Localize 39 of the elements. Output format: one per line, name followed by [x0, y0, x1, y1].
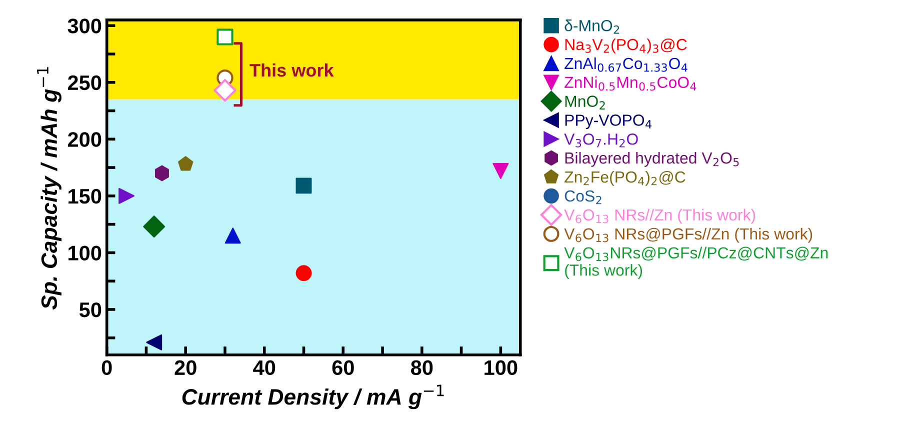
x-tick-label: 60	[332, 360, 354, 376]
legend-label: V$_{6}$O$_{13}$ NRs@PGFs//Zn (This work)	[564, 228, 812, 243]
x-tick-label: 100	[484, 360, 518, 376]
point	[492, 162, 509, 179]
x-tick-label: 40	[253, 360, 276, 376]
point	[178, 156, 194, 171]
legend-label: Zn$_{2}$Fe(PO$_{4}$)$_{2}$@C	[564, 170, 686, 186]
y-tick-label: 250	[68, 75, 102, 90]
x-axis-title: Current Density / mA g$^{−1}$	[182, 384, 444, 410]
point	[146, 334, 162, 350]
legend-label: CoS$_{2}$	[564, 190, 602, 204]
y-tick-label: 100	[68, 246, 102, 260]
point	[224, 228, 241, 244]
y-tick-label: 150	[68, 188, 102, 204]
legend-label: ZnAl$_{0.67}$Co$_{1.33}$O$_{4}$	[564, 57, 688, 72]
x-tick-label: 80	[410, 360, 433, 376]
legend-label: Bilayered hydrated V$_{2}$O$_{5}$	[565, 152, 739, 167]
point	[296, 178, 312, 194]
point	[216, 28, 234, 46]
y-tick-label: 200	[68, 132, 102, 147]
legend-label: PPy-VOPO$_{4}$	[565, 114, 652, 130]
point	[143, 216, 166, 238]
legend-label: V$_{6}$O$_{13}$NRs@PGFs//PCz@CNTs@Zn (This work)	[564, 246, 828, 279]
annotation: This work	[250, 63, 334, 77]
point	[154, 165, 169, 182]
legend-label: V$_{3}$O$_{7}$.H$_{2}$O	[564, 133, 638, 148]
point	[296, 265, 312, 282]
legend-label: MnO$_{2}$	[565, 96, 605, 110]
y-tick-label: 300	[68, 18, 102, 34]
legend-label: δ-MnO$_{2}$	[564, 20, 620, 34]
y-tick-label: 50	[79, 302, 102, 318]
point	[118, 188, 135, 204]
text: Na$_{3}$V$_{2}$(PO$_{4}$)$_{3}$@C	[565, 38, 687, 54]
point	[214, 78, 236, 102]
legend-label: ZnNi$_{0.5}$Mn$_{0.5}$CoO$_{4}$	[564, 76, 696, 91]
x-tick-label: 0	[102, 360, 112, 376]
y-axis-title: Sp. Capacity / mAh g$^{−1}$	[36, 67, 62, 310]
legend-label: V$_{6}$O$_{13}$ NRs//Zn (This work)	[564, 208, 756, 224]
x-tick-label: 20	[174, 360, 196, 376]
